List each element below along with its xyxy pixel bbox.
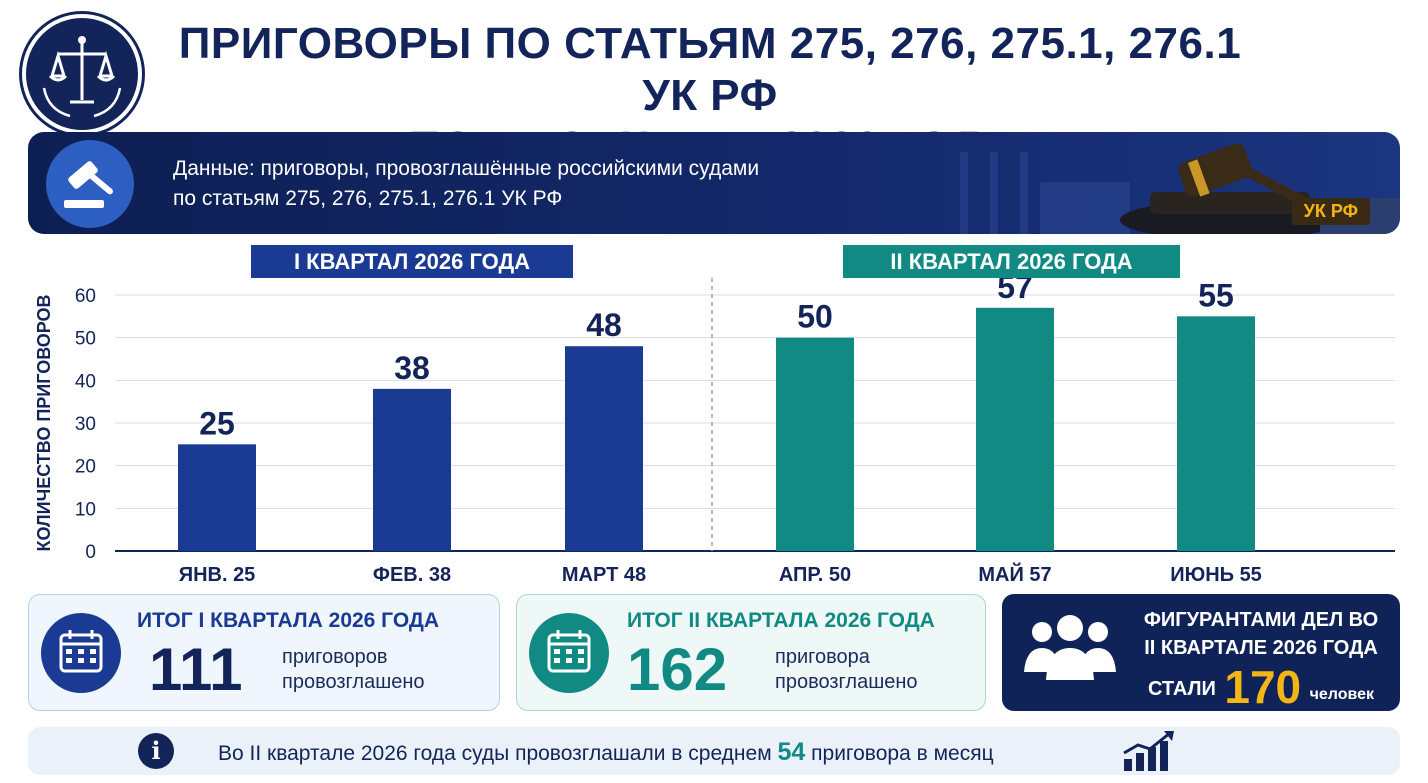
- calendar-icon: [59, 630, 103, 673]
- bar: [373, 388, 451, 551]
- monthly-average-value: 54: [777, 738, 806, 766]
- q1-caption-line-2: провозглашено: [282, 671, 425, 693]
- bar-value-label: 57: [997, 278, 1033, 305]
- q2-summary-card: ИТОГ II КВАРТАЛА 2026 ГОДА 162 приговора…: [516, 594, 986, 711]
- quarter-1-label: I КВАРТАЛ 2026 ГОДА: [251, 245, 573, 278]
- criminal-code-badge: УК РФ: [1291, 198, 1370, 225]
- q1-summary-title: ИТОГ I КВАРТАЛА 2026 ГОДА: [137, 609, 439, 632]
- y-tick-label: 0: [85, 542, 96, 563]
- y-axis-label: КОЛИЧЕСТВО ПРИГОВОРОВ: [34, 294, 54, 551]
- bar: [178, 444, 256, 551]
- x-category-label: ФЕВ. 38: [373, 564, 451, 586]
- court-emblem: [22, 14, 142, 134]
- defendants-title: ФИГУРАНТАМИ ДЕЛ ВО II КВАРТАЛЕ 2026 ГОДА: [1136, 606, 1386, 662]
- banner-line-2: по статьям 275, 276, 275.1, 276.1 УК РФ: [173, 187, 563, 210]
- bar-value-label: 55: [1198, 278, 1234, 313]
- y-tick-label: 40: [75, 371, 96, 392]
- people-group-icon: [1024, 615, 1116, 680]
- banner-text: Данные: приговоры, провозглашённые росси…: [173, 154, 759, 214]
- scales-of-justice-icon: [42, 36, 122, 118]
- defendants-summary-card: ФИГУРАНТАМИ ДЕЛ ВО II КВАРТАЛЕ 2026 ГОДА…: [1002, 594, 1400, 714]
- growth-chart-icon: [1123, 731, 1174, 771]
- bar-value-label: 38: [394, 350, 430, 386]
- average-info-text: Во II квартале 2026 года суды провозглаш…: [218, 738, 994, 767]
- y-tick-label: 60: [75, 286, 96, 307]
- y-tick-label: 30: [75, 414, 96, 435]
- bar-value-label: 48: [586, 307, 622, 343]
- quarter-2-label: II КВАРТАЛ 2026 ГОДА: [843, 245, 1180, 278]
- x-category-label: ЯНВ. 25: [179, 564, 256, 586]
- gavel-icon: [64, 161, 113, 208]
- info-icon: i: [138, 733, 174, 769]
- calendar-icon: [547, 630, 591, 673]
- q1-caption-line-1: приговоров: [282, 646, 388, 668]
- y-tick-label: 20: [75, 457, 96, 478]
- bar: [565, 346, 643, 551]
- x-category-label: МАЙ 57: [978, 562, 1051, 586]
- bar-value-label: 25: [199, 405, 235, 441]
- bar: [776, 337, 854, 551]
- info-text-after: приговора в месяц: [811, 742, 994, 765]
- bar: [976, 307, 1054, 551]
- info-text-before: Во II квартале 2026 года суды провозглаш…: [218, 742, 772, 765]
- y-tick-label: 50: [75, 329, 96, 350]
- x-category-label: МАРТ 48: [562, 564, 646, 586]
- q1-summary-card: ИТОГ I КВАРТАЛА 2026 ГОДА 111 приговоров…: [28, 594, 500, 711]
- q2-summary-caption: приговора провозглашено: [775, 645, 918, 695]
- defendants-prefix: СТАЛИ: [1147, 678, 1216, 700]
- y-tick-label: 10: [75, 499, 96, 520]
- defendants-count-row: СТАЛИ 170 человек: [1136, 660, 1386, 714]
- q2-caption-line-2: провозглашено: [775, 671, 918, 693]
- q2-total-value: 162: [627, 636, 728, 703]
- q1-summary-caption: приговоров провозглашено: [282, 645, 425, 695]
- defendants-title-line-1: ФИГУРАНТАМИ ДЕЛ ВО: [1143, 609, 1379, 631]
- q2-calendar-circle: [529, 613, 609, 693]
- defendants-count: 170: [1224, 661, 1302, 713]
- x-category-label: ИЮНЬ 55: [1170, 564, 1262, 586]
- banner-icon-circle: [46, 140, 134, 228]
- bar-chart: 0 10 20 30 40 50 60 КОЛИЧЕСТВО ПРИГОВОРОВ 25 ЯНВ.…: [34, 278, 1395, 586]
- title-line-1: ПРИГОВОРЫ ПО СТАТЬЯМ 275, 276, 275.1, 27…: [178, 19, 1242, 120]
- defendants-unit: человек: [1309, 686, 1375, 703]
- average-info-bar: i Во II квартале 2026 года суды провозгл…: [28, 727, 1400, 775]
- bar-value-label: 50: [797, 299, 833, 335]
- q2-caption-line-1: приговора: [775, 646, 870, 668]
- q2-summary-title: ИТОГ II КВАРТАЛА 2026 ГОДА: [627, 609, 935, 632]
- q1-calendar-circle: [41, 613, 121, 693]
- data-source-banner: Данные: приговоры, провозглашённые росси…: [28, 132, 1400, 234]
- defendants-title-line-2: II КВАРТАЛЕ 2026 ГОДА: [1144, 637, 1378, 659]
- banner-line-1: Данные: приговоры, провозглашённые росси…: [173, 157, 760, 180]
- bar: [1177, 316, 1255, 551]
- q1-total-value: 111: [149, 636, 243, 703]
- x-category-label: АПР. 50: [779, 564, 851, 586]
